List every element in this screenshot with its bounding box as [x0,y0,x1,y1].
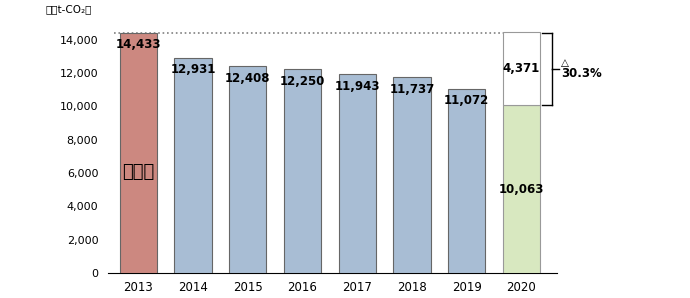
Text: 12,250: 12,250 [279,75,325,88]
Bar [229,66,266,273]
Text: 11,072: 11,072 [444,94,489,107]
Bar [339,74,376,273]
Bar [503,105,540,273]
Bar [175,58,212,273]
Text: 11,737: 11,737 [389,83,435,96]
Bar [119,32,157,273]
Text: 12,931: 12,931 [170,63,216,76]
Text: 4,371: 4,371 [503,63,540,75]
Bar [448,89,485,273]
Bar [284,69,321,273]
Text: 14,433: 14,433 [115,38,161,51]
Bar [503,32,540,105]
Bar [393,77,431,273]
Text: 10,063: 10,063 [499,183,544,196]
Text: 12,408: 12,408 [225,72,270,85]
Text: （千t-CO₂）: （千t-CO₂） [46,4,92,14]
Text: △: △ [562,58,569,68]
Text: 基準年: 基準年 [122,163,155,181]
Text: 30.3%: 30.3% [562,67,602,80]
Text: 11,943: 11,943 [335,80,380,93]
